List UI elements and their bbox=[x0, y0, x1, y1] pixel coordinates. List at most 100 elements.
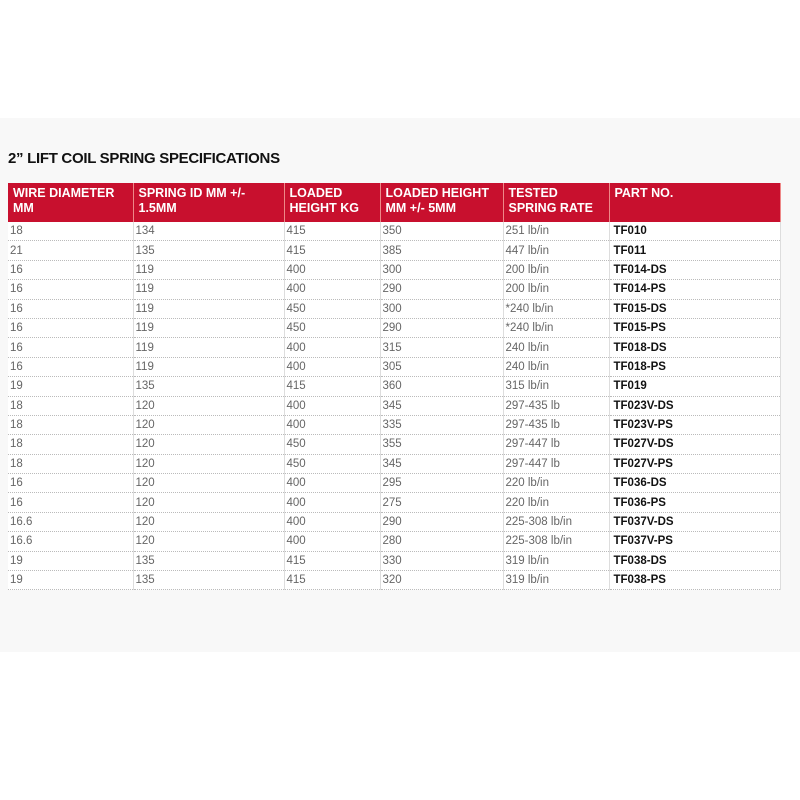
part-number: TF038-PS bbox=[609, 570, 781, 591]
table-cell: 19 bbox=[8, 570, 134, 591]
table-cell: 400 bbox=[284, 473, 381, 494]
column-header: SPRING ID MM +/- 1.5MM bbox=[133, 183, 285, 222]
part-number: TF015-DS bbox=[609, 299, 781, 319]
table-body: 18 134 415 350 251 lb/in TF010 21 135 415 385 447 … bbox=[8, 222, 781, 591]
table-cell: 275 bbox=[380, 492, 504, 513]
table-row: 18 134 415 350 251 lb/in TF010 bbox=[8, 222, 781, 242]
table-cell: 120 bbox=[133, 434, 285, 455]
table-cell: 240 lb/in bbox=[503, 357, 610, 378]
table-cell: 19 bbox=[8, 376, 134, 397]
table-cell: 134 bbox=[133, 222, 285, 242]
table-cell: 315 bbox=[380, 337, 504, 358]
table-cell: 360 bbox=[380, 376, 504, 397]
table-cell: 240 lb/in bbox=[503, 337, 610, 358]
table-row: 16 120 400 275 220 lb/in TF036-PS bbox=[8, 492, 781, 513]
table-cell: 119 bbox=[133, 357, 285, 378]
column-header: WIRE DIAMETER MM bbox=[8, 183, 134, 222]
part-number: TF023V-DS bbox=[609, 396, 781, 416]
table-cell: 400 bbox=[284, 279, 381, 300]
table-cell: 16 bbox=[8, 260, 134, 281]
table-cell: 400 bbox=[284, 512, 381, 533]
table-cell: 280 bbox=[380, 531, 504, 552]
table-row: 16 119 400 290 200 lb/in TF014-PS bbox=[8, 279, 781, 300]
part-number: TF014-DS bbox=[609, 260, 781, 281]
table-cell: 400 bbox=[284, 357, 381, 378]
part-number: TF027V-PS bbox=[609, 454, 781, 475]
table-cell: 16 bbox=[8, 357, 134, 378]
table-cell: 120 bbox=[133, 531, 285, 552]
table-cell: 16 bbox=[8, 318, 134, 339]
table-cell: *240 lb/in bbox=[503, 318, 610, 339]
table-cell: 385 bbox=[380, 240, 504, 261]
table-cell: 400 bbox=[284, 531, 381, 552]
table-cell: 16 bbox=[8, 492, 134, 513]
table-cell: 305 bbox=[380, 357, 504, 378]
table-cell: 220 lb/in bbox=[503, 492, 610, 513]
table-cell: 220 lb/in bbox=[503, 473, 610, 494]
table-cell: 400 bbox=[284, 260, 381, 281]
table-cell: 225-308 lb/in bbox=[503, 512, 610, 533]
part-number: TF037V-DS bbox=[609, 512, 781, 533]
part-number: TF038-DS bbox=[609, 551, 781, 572]
table-cell: 16 bbox=[8, 473, 134, 494]
table-cell: 415 bbox=[284, 376, 381, 397]
table-cell: 300 bbox=[380, 299, 504, 319]
title: 2” LIFT COIL SPRING SPECIFICATIONS bbox=[8, 150, 280, 167]
spec-table: WIRE DIAMETER MM SPRING ID MM +/- 1.5MM LO… bbox=[8, 183, 781, 591]
table-cell: 415 bbox=[284, 551, 381, 572]
table-cell: 290 bbox=[380, 279, 504, 300]
table-row: 16.6 120 400 290 225-308 lb/in TF037V-DS bbox=[8, 512, 781, 533]
table-row: 19 135 415 330 319 lb/in TF038-DS bbox=[8, 551, 781, 572]
part-number: TF014-PS bbox=[609, 279, 781, 300]
table-cell: 335 bbox=[380, 415, 504, 436]
table-cell: 200 lb/in bbox=[503, 260, 610, 281]
table-cell: 290 bbox=[380, 318, 504, 339]
table-cell: 119 bbox=[133, 337, 285, 358]
table-cell: 297-447 lb bbox=[503, 454, 610, 475]
table-row: 16 119 450 300 *240 lb/in TF015-DS bbox=[8, 299, 781, 319]
table-row: 18 120 450 355 297-447 lb TF027V-DS bbox=[8, 434, 781, 455]
table-cell: 315 lb/in bbox=[503, 376, 610, 397]
table-cell: 350 bbox=[380, 222, 504, 242]
table-cell: 120 bbox=[133, 492, 285, 513]
table-cell: 16 bbox=[8, 279, 134, 300]
part-number: TF011 bbox=[609, 240, 781, 261]
header-row: WIRE DIAMETER MM SPRING ID MM +/- 1.5MM LO… bbox=[8, 183, 781, 222]
table-cell: 447 lb/in bbox=[503, 240, 610, 261]
part-number: TF036-PS bbox=[609, 492, 781, 513]
part-number: TF019 bbox=[609, 376, 781, 397]
table-cell: 135 bbox=[133, 240, 285, 261]
table-cell: 290 bbox=[380, 512, 504, 533]
table-row: 18 120 400 335 297-435 lb TF023V-PS bbox=[8, 415, 781, 436]
part-number: TF027V-DS bbox=[609, 434, 781, 455]
table-row: 16.6 120 400 280 225-308 lb/in TF037V-PS bbox=[8, 531, 781, 552]
table-cell: 16 bbox=[8, 337, 134, 358]
table-cell: 400 bbox=[284, 415, 381, 436]
table-cell: 300 bbox=[380, 260, 504, 281]
table-cell: 319 lb/in bbox=[503, 570, 610, 591]
table-cell: 120 bbox=[133, 473, 285, 494]
column-header: PART NO. bbox=[609, 183, 781, 222]
part-number: TF018-PS bbox=[609, 357, 781, 378]
table-cell: 119 bbox=[133, 260, 285, 281]
table-cell: 251 lb/in bbox=[503, 222, 610, 242]
table-cell: 120 bbox=[133, 512, 285, 533]
table-cell: 400 bbox=[284, 492, 381, 513]
table-cell: 400 bbox=[284, 337, 381, 358]
table-cell: 119 bbox=[133, 279, 285, 300]
column-header: TESTED SPRING RATE bbox=[503, 183, 610, 222]
table-cell: 16.6 bbox=[8, 531, 134, 552]
table-row: 16 119 450 290 *240 lb/in TF015-PS bbox=[8, 318, 781, 339]
table-cell: 135 bbox=[133, 376, 285, 397]
table-cell: 415 bbox=[284, 570, 381, 591]
table-cell: 135 bbox=[133, 551, 285, 572]
table-cell: 120 bbox=[133, 415, 285, 436]
column-header: LOADED HEIGHT MM +/- 5MM bbox=[380, 183, 504, 222]
table-cell: 21 bbox=[8, 240, 134, 261]
part-number: TF036-DS bbox=[609, 473, 781, 494]
table-row: 21 135 415 385 447 lb/in TF011 bbox=[8, 240, 781, 261]
table-row: 19 135 415 360 315 lb/in TF019 bbox=[8, 376, 781, 397]
table-cell: 120 bbox=[133, 454, 285, 475]
table-cell: 119 bbox=[133, 318, 285, 339]
